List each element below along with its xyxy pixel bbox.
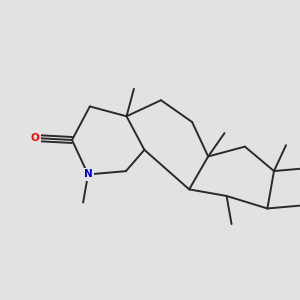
Text: O: O — [31, 133, 39, 143]
Text: N: N — [84, 169, 92, 179]
